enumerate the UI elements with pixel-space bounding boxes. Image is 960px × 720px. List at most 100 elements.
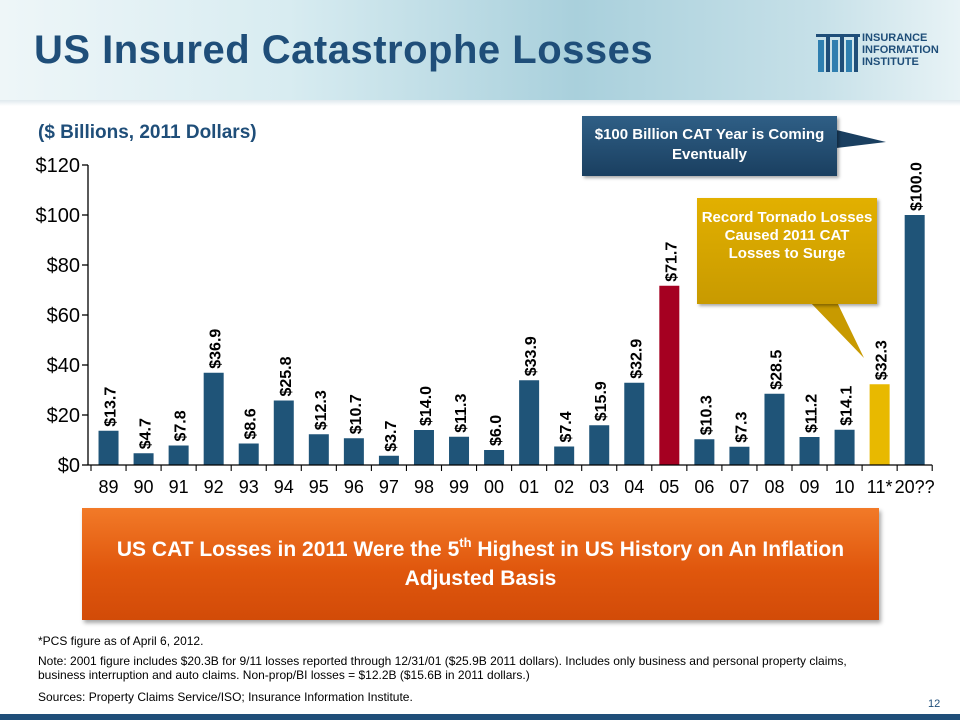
- x-tick-label: 03: [589, 477, 609, 497]
- callout-100-billion: $100 Billion CAT Year is Coming Eventual…: [582, 116, 837, 176]
- bar: [869, 384, 890, 465]
- bar: [624, 382, 645, 465]
- chart-subtitle: ($ Billions, 2011 Dollars): [38, 122, 257, 143]
- data-label: $11.3: [453, 393, 470, 432]
- bar: [413, 430, 434, 465]
- bar: [98, 430, 119, 465]
- x-tick-label: 08: [764, 477, 784, 497]
- footer-bar: [0, 714, 960, 720]
- logo-wordmark: INSURANCE INFORMATION INSTITUTE: [862, 32, 939, 68]
- x-tick-label: 98: [414, 477, 434, 497]
- banner-suffix: Highest in US History on An Inflation Ad…: [404, 538, 845, 590]
- bar: [168, 445, 189, 465]
- bar: [378, 455, 399, 465]
- footnote-note: Note: 2001 figure includes $20.3B for 9/…: [38, 654, 847, 682]
- cat-loss-bar-chart: $0 $20 $40 $60 $80 $100 $120 $13.7 89 $4.7 90 $7.8 9…: [36, 155, 935, 497]
- bar: [308, 434, 329, 465]
- bar: [589, 425, 610, 465]
- data-label: $25.8: [278, 356, 295, 396]
- banner-text: US CAT Losses in 2011 Were the 5th Highe…: [101, 535, 861, 593]
- data-label: $36.9: [208, 329, 225, 369]
- x-tick-label: 06: [694, 477, 714, 497]
- data-label: $71.7: [663, 242, 680, 282]
- data-label: $7.4: [558, 411, 575, 442]
- data-label: $7.8: [173, 410, 190, 441]
- x-tick-label: 93: [239, 477, 259, 497]
- x-tick-label: 10: [835, 477, 855, 497]
- x-tick-label: 89: [99, 477, 119, 497]
- data-label: $12.3: [313, 390, 330, 430]
- bar: [694, 439, 715, 465]
- data-label: $4.7: [138, 418, 155, 449]
- data-label: $14.0: [418, 386, 435, 426]
- x-tick-label: 09: [800, 477, 820, 497]
- bar: [554, 446, 575, 465]
- x-tick-label: 97: [379, 477, 399, 497]
- header-band: [0, 0, 960, 100]
- highlight-banner: US CAT Losses in 2011 Were the 5th Highe…: [82, 508, 879, 620]
- header-divider: [0, 100, 960, 106]
- data-label: $15.9: [593, 381, 610, 421]
- y-tick-label: $0: [58, 455, 80, 477]
- data-label: $3.7: [383, 421, 400, 452]
- bar: [484, 450, 505, 465]
- bar: [659, 285, 680, 465]
- x-tick-label: 01: [519, 477, 539, 497]
- callout-tail: [808, 300, 864, 358]
- bar: [343, 438, 364, 465]
- x-tick-label: 20??: [895, 477, 935, 497]
- data-label: $100.0: [909, 162, 926, 211]
- y-tick-label: $40: [47, 355, 80, 377]
- bar: [273, 400, 294, 465]
- x-tick-label: 07: [729, 477, 749, 497]
- bar: [449, 436, 470, 465]
- data-label: $10.3: [698, 395, 715, 435]
- bar: [133, 453, 154, 465]
- bar: [799, 437, 820, 465]
- bar: [203, 372, 224, 465]
- data-label: $7.3: [733, 412, 750, 443]
- y-tick-label: $80: [47, 255, 80, 277]
- banner-prefix: US CAT Losses in 2011 Were the 5: [116, 538, 460, 561]
- slide-title: US Insured Catastrophe Losses: [34, 28, 654, 72]
- x-tick-label: 05: [659, 477, 679, 497]
- bar: [238, 443, 259, 465]
- x-tick-label: 90: [134, 477, 154, 497]
- y-tick-label: $20: [47, 405, 80, 427]
- y-tick-label: $60: [47, 305, 80, 327]
- bar: [519, 380, 540, 465]
- data-label: $13.7: [103, 387, 120, 427]
- data-label: $33.9: [523, 336, 540, 376]
- x-tick-label: 94: [274, 477, 294, 497]
- data-label: $32.9: [628, 339, 645, 379]
- logo-line-1: INSURANCE: [862, 32, 928, 44]
- data-label: $11.2: [804, 394, 821, 433]
- iii-logo: INSURANCE INFORMATION INSTITUTE: [816, 32, 956, 76]
- x-tick-label: 96: [344, 477, 364, 497]
- logo-line-2: INFORMATION: [862, 44, 939, 56]
- callout-tornado: Record Tornado Losses Caused 2011 CAT Lo…: [697, 198, 877, 304]
- page-number: 12: [928, 698, 941, 710]
- bar: [834, 429, 855, 465]
- x-tick-label: 04: [624, 477, 644, 497]
- x-tick-label: 11*: [867, 477, 893, 497]
- data-label: $8.6: [243, 408, 260, 439]
- bar: [904, 215, 925, 465]
- x-tick-label: 95: [309, 477, 329, 497]
- x-tick-label: 02: [554, 477, 574, 497]
- x-tick-label: 91: [169, 477, 189, 497]
- x-tick-label: 00: [484, 477, 504, 497]
- iii-columns-logo-icon: [816, 34, 860, 72]
- data-label: $10.7: [348, 394, 365, 434]
- x-tick-label: 99: [449, 477, 469, 497]
- data-label: $32.3: [874, 340, 891, 380]
- logo-line-3: INSTITUTE: [862, 56, 919, 68]
- footnote-pcs: *PCS figure as of April 6, 2012.: [38, 634, 204, 648]
- banner-superscript: th: [459, 535, 472, 550]
- data-label: $14.1: [839, 386, 856, 426]
- y-tick-label: $120: [36, 155, 81, 177]
- y-tick-label: $100: [36, 205, 81, 227]
- data-label: $28.5: [768, 350, 785, 390]
- bar: [764, 393, 785, 465]
- footnote-sources: Sources: Property Claims Service/ISO; In…: [38, 690, 413, 704]
